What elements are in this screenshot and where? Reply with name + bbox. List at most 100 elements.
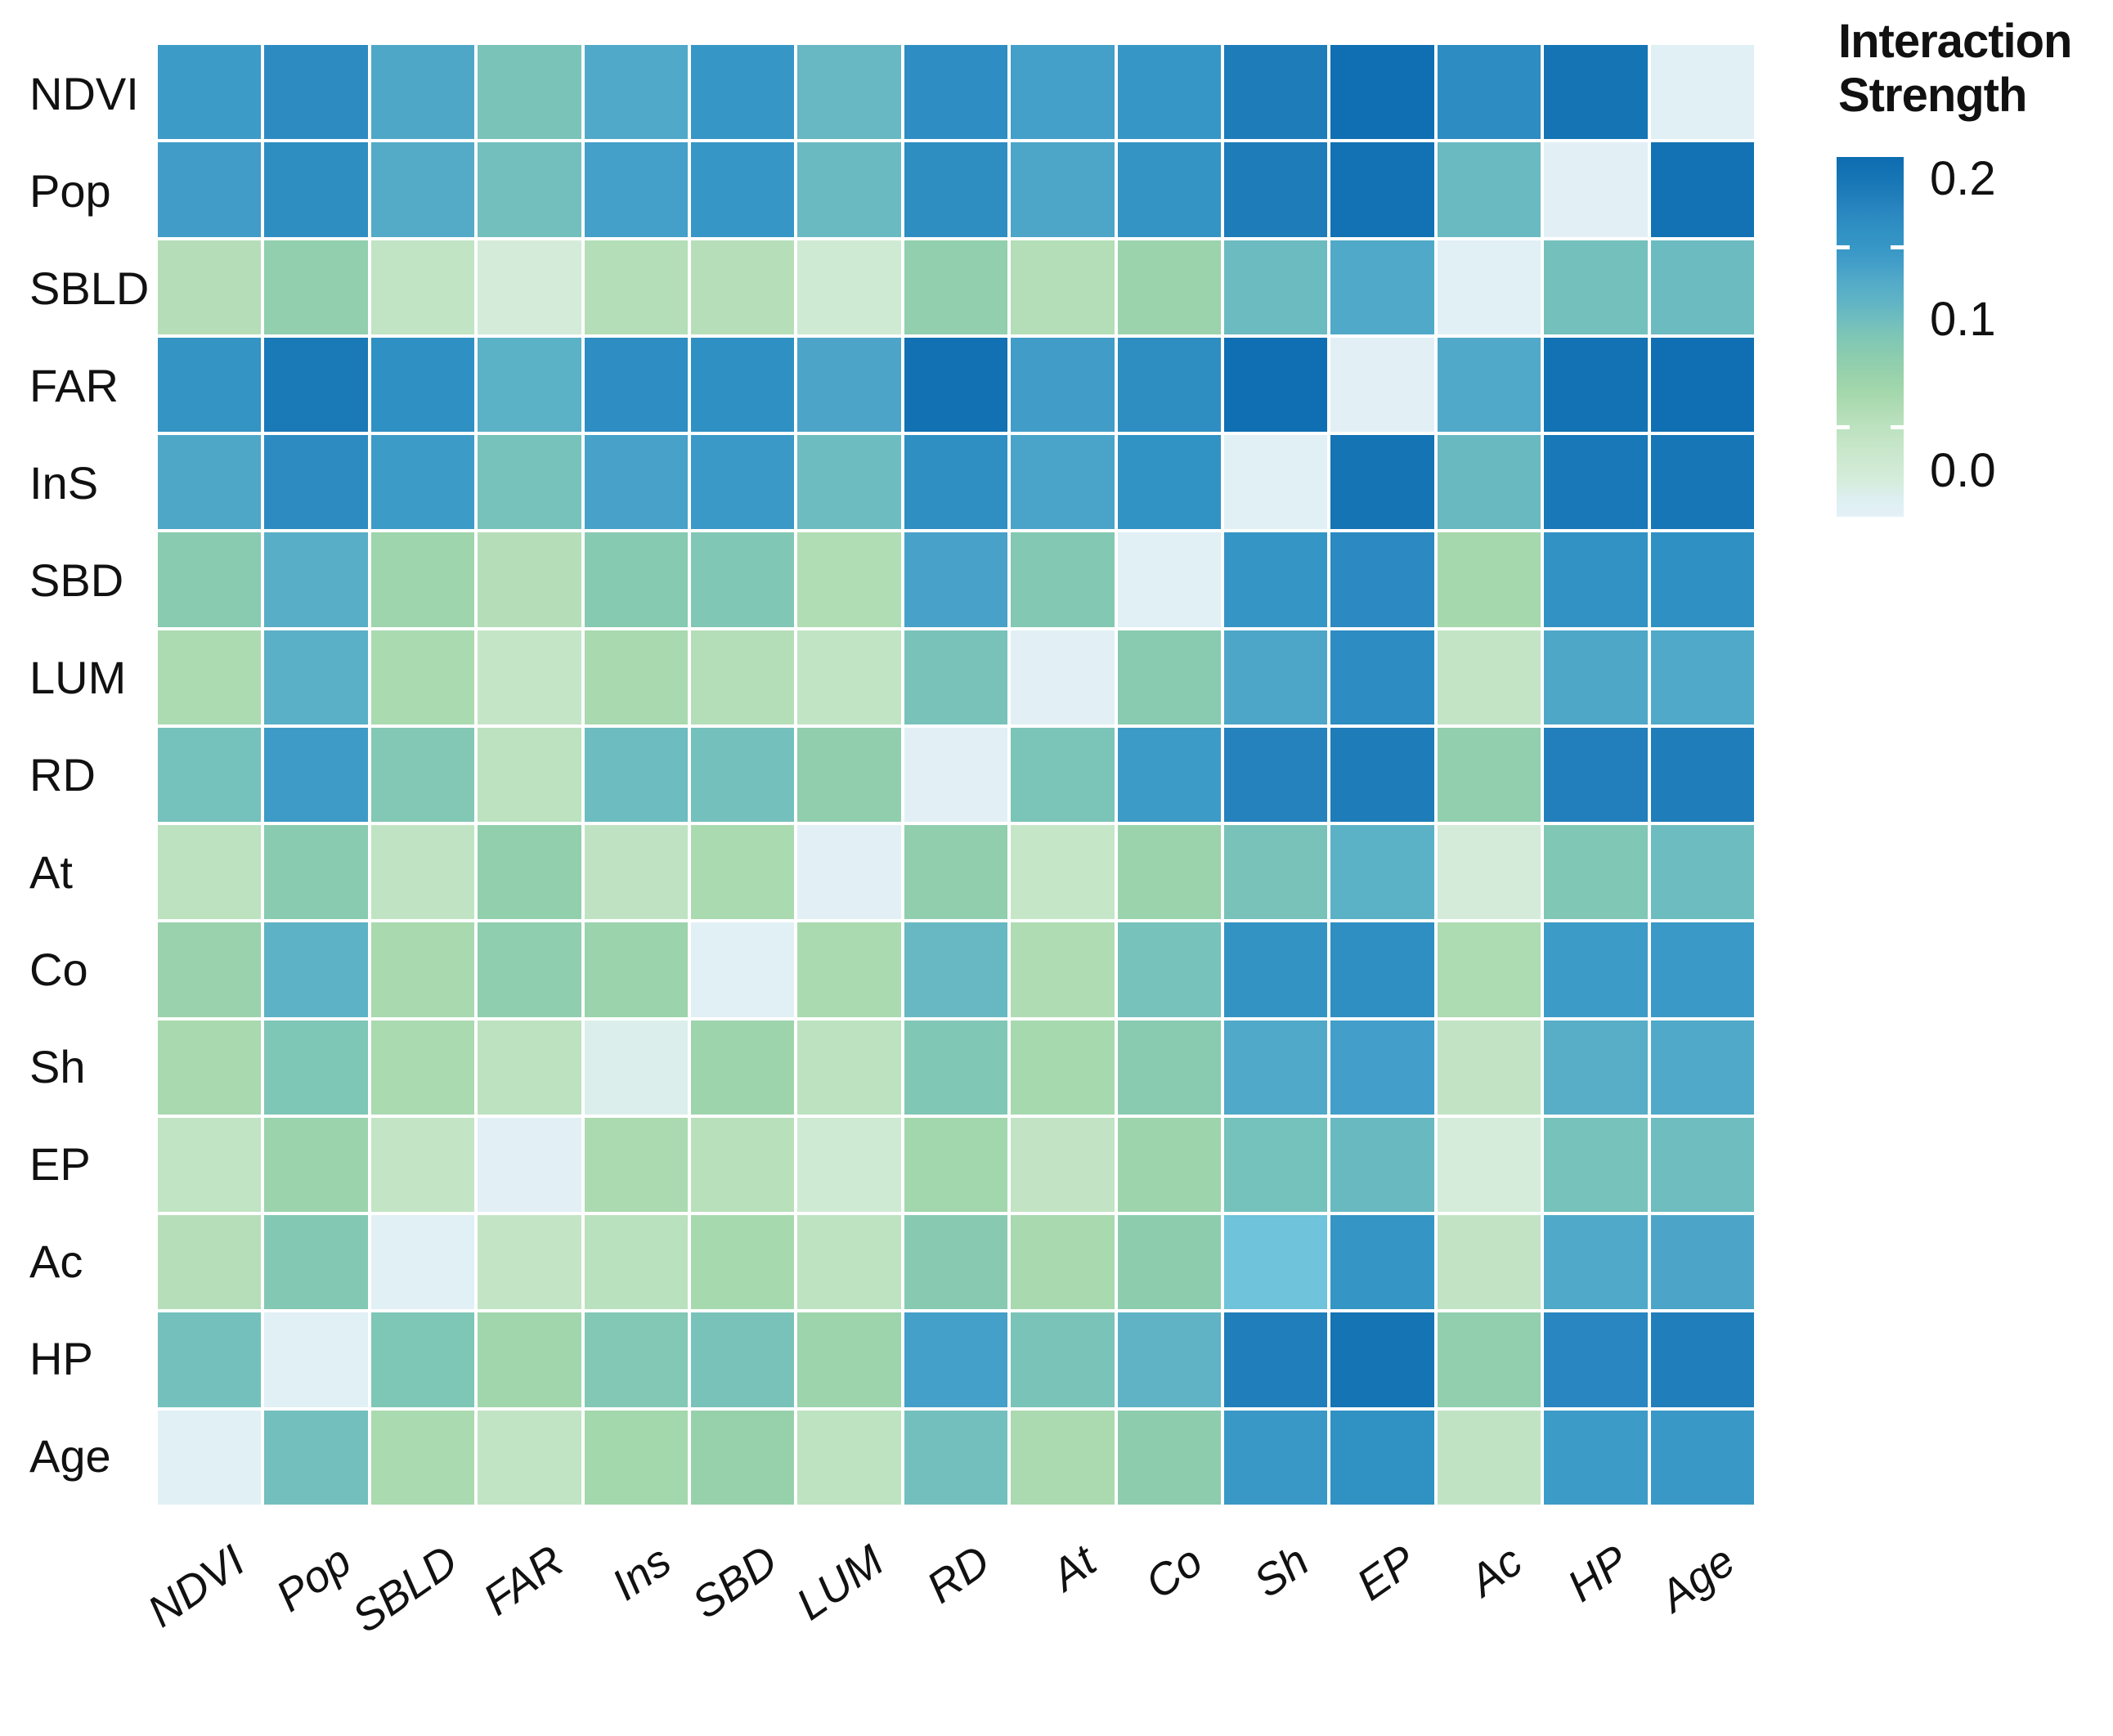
heatmap-cell <box>264 337 368 433</box>
heatmap-cell <box>1011 1215 1115 1310</box>
heatmap-cell <box>158 825 262 920</box>
heatmap-cell <box>584 630 688 724</box>
heatmap-cell <box>691 1215 795 1310</box>
heatmap-cell <box>1011 825 1115 920</box>
heatmap-cell <box>1224 240 1328 334</box>
heatmap-cell <box>478 1312 581 1407</box>
row-label: HP <box>29 1333 93 1384</box>
heatmap-cell <box>691 45 795 140</box>
heatmap-cell <box>370 45 475 140</box>
heatmap-cell <box>1650 630 1754 724</box>
heatmap-cell <box>1437 1312 1541 1407</box>
heatmap-cell <box>1117 1117 1221 1213</box>
heatmap-cell <box>1224 825 1328 920</box>
heatmap-cell <box>1330 922 1434 1017</box>
heatmap-cell <box>478 727 581 823</box>
heatmap-cell <box>1330 1215 1434 1310</box>
heatmap-cell <box>1117 1410 1221 1505</box>
heatmap-cell <box>797 630 901 724</box>
row-label: RD <box>29 749 96 801</box>
heatmap-cell <box>797 142 901 237</box>
heatmap-cell <box>584 1020 688 1115</box>
legend-tick-mark <box>1891 245 1904 249</box>
heatmap-cell <box>904 630 1008 724</box>
heatmap-cell <box>1117 727 1221 823</box>
heatmap-cell <box>1224 142 1328 237</box>
heatmap-cell <box>584 825 688 920</box>
heatmap-cell <box>1544 1410 1648 1505</box>
heatmap-cell <box>797 435 901 530</box>
heatmap-cell <box>1011 1410 1115 1505</box>
heatmap-cell <box>1650 727 1754 823</box>
heatmap-cell <box>691 435 795 530</box>
heatmap-cell <box>584 1312 688 1407</box>
row-label: SBLD <box>29 262 150 314</box>
heatmap-cell <box>797 825 901 920</box>
heatmap-cell <box>1437 1020 1541 1115</box>
row-label: At <box>29 846 73 898</box>
heatmap-cell <box>691 1410 795 1505</box>
legend-tick-mark <box>1891 425 1904 429</box>
heatmap-cell <box>158 922 262 1017</box>
heatmap-cell <box>1330 1410 1434 1505</box>
heatmap-cell <box>1011 435 1115 530</box>
heatmap-cell <box>158 630 262 724</box>
heatmap-cell <box>584 727 688 823</box>
heatmap-cell <box>1330 337 1434 433</box>
heatmap-cell <box>1011 240 1115 334</box>
heatmap-cell <box>1011 1312 1115 1407</box>
heatmap-cell <box>1650 142 1754 237</box>
heatmap-cell <box>264 1410 368 1505</box>
heatmap-cell <box>1330 532 1434 627</box>
heatmap-cell <box>691 1117 795 1213</box>
heatmap-cell <box>904 1410 1008 1505</box>
heatmap-cell <box>1117 45 1221 140</box>
heatmap-cell <box>370 240 475 334</box>
heatmap-cell <box>797 240 901 334</box>
heatmap-cell <box>1224 630 1328 724</box>
heatmap-cell <box>370 727 475 823</box>
heatmap-cell <box>158 142 262 237</box>
heatmap-cell <box>691 240 795 334</box>
heatmap-cell <box>478 240 581 334</box>
heatmap-cell <box>1117 435 1221 530</box>
heatmap-cell <box>691 1312 795 1407</box>
heatmap-cell <box>478 1410 581 1505</box>
heatmap-cell <box>1117 630 1221 724</box>
row-label: SBD <box>29 554 124 606</box>
heatmap-cell <box>1330 825 1434 920</box>
heatmap-cell <box>264 1020 368 1115</box>
heatmap-cell <box>264 825 368 920</box>
heatmap-cell <box>264 435 368 530</box>
heatmap-cell <box>1650 337 1754 433</box>
heatmap-cell <box>1544 1215 1648 1310</box>
heatmap-cell <box>370 1410 475 1505</box>
heatmap-cell <box>1544 630 1648 724</box>
heatmap-cell <box>584 922 688 1017</box>
legend-tick-mark <box>1837 245 1850 249</box>
row-label: Ac <box>29 1236 83 1287</box>
heatmap-cell <box>478 532 581 627</box>
heatmap-cell <box>1544 435 1648 530</box>
heatmap-cell <box>797 532 901 627</box>
legend-title-line2: Strength <box>1838 68 2027 122</box>
heatmap-cell <box>158 1117 262 1213</box>
heatmap-cell <box>904 922 1008 1017</box>
heatmap-cell <box>1117 1215 1221 1310</box>
heatmap-cell <box>904 45 1008 140</box>
heatmap-cell <box>1011 1020 1115 1115</box>
heatmap-cell <box>1650 922 1754 1017</box>
row-label: Age <box>29 1430 111 1482</box>
heatmap-cell <box>264 1312 368 1407</box>
heatmap-cell <box>1224 1020 1328 1115</box>
heatmap-cell <box>1544 727 1648 823</box>
heatmap-cell <box>904 532 1008 627</box>
heatmap-cell <box>1224 45 1328 140</box>
heatmap-cell <box>1437 1215 1541 1310</box>
heatmap-cell <box>1224 727 1328 823</box>
heatmap-cell <box>1544 1312 1648 1407</box>
heatmap-cell <box>1330 630 1434 724</box>
heatmap-cell <box>1330 45 1434 140</box>
heatmap-cell <box>1117 922 1221 1017</box>
heatmap-cell <box>478 630 581 724</box>
